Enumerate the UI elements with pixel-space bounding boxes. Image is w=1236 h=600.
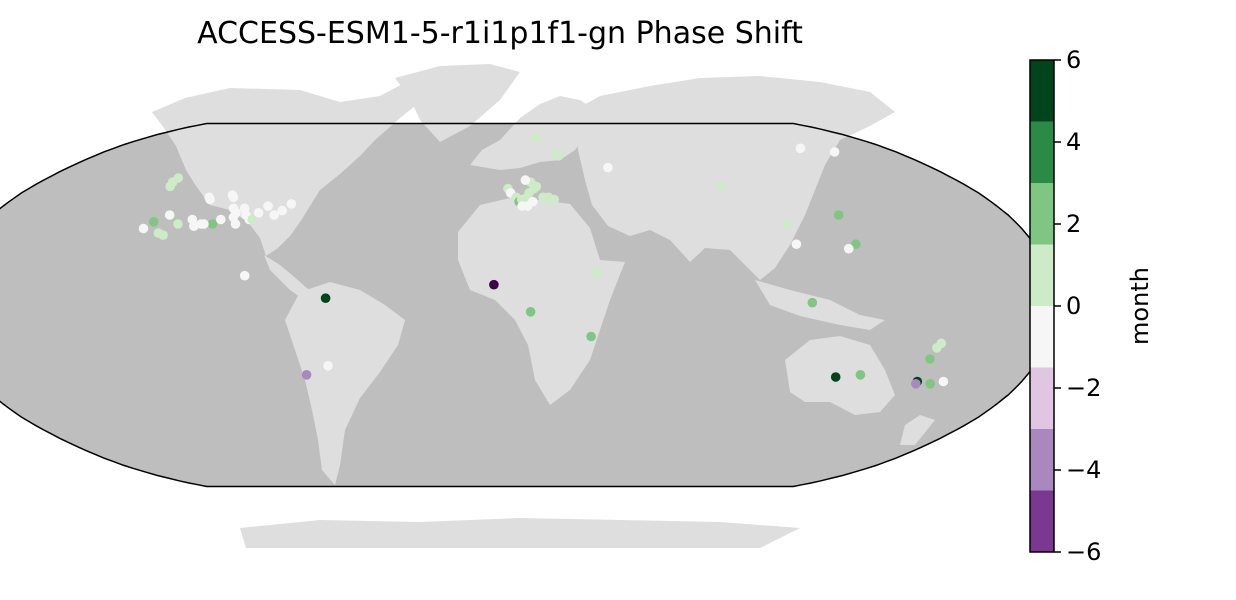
colorbar-bin <box>1030 306 1054 368</box>
site-marker <box>173 219 183 229</box>
site-marker <box>207 219 218 229</box>
site-marker <box>586 331 596 342</box>
site-marker <box>239 270 250 281</box>
site-marker <box>247 214 257 225</box>
land-greenland <box>395 64 520 142</box>
site-marker <box>489 279 499 290</box>
site-marker <box>320 293 331 304</box>
colorbar-bin <box>1030 244 1054 306</box>
colorbar-tick-label: 6 <box>1066 46 1081 74</box>
site-marker <box>833 210 844 220</box>
map-title: ACCESS-ESM1-5-r1i1p1f1-gn Phase Shift <box>197 16 803 51</box>
site-marker <box>228 192 239 203</box>
colorbar-bin <box>1030 367 1054 429</box>
site-marker <box>520 175 531 185</box>
site-marker <box>925 354 935 364</box>
site-marker <box>525 307 536 317</box>
site-marker <box>323 361 333 371</box>
site-marker <box>189 221 199 231</box>
site-marker <box>165 181 175 192</box>
site-markers <box>138 133 949 389</box>
colorbar-tick-label: 0 <box>1066 292 1081 320</box>
site-marker <box>530 133 541 143</box>
colorbar-tick-label: −2 <box>1066 374 1101 402</box>
site-marker <box>932 343 942 353</box>
colorbar-bin <box>1030 183 1054 245</box>
site-marker <box>716 181 726 192</box>
site-marker <box>301 370 312 380</box>
site-marker <box>205 194 215 205</box>
site-marker <box>592 268 602 279</box>
site-marker <box>199 219 209 229</box>
colorbar-bins <box>1030 60 1054 552</box>
site-marker <box>603 162 613 173</box>
land-north-america <box>152 78 430 256</box>
land-antarctica <box>240 518 800 548</box>
land-layer <box>152 64 935 548</box>
site-marker <box>549 194 559 205</box>
site-marker <box>829 147 840 157</box>
site-marker <box>830 372 841 382</box>
site-marker <box>925 379 935 389</box>
site-marker <box>286 199 297 209</box>
land-new-zealand <box>900 415 935 445</box>
site-marker <box>517 201 527 211</box>
site-marker <box>216 214 226 225</box>
site-marker <box>807 297 818 308</box>
site-marker <box>253 208 264 218</box>
site-marker <box>850 239 861 249</box>
site-marker <box>230 219 241 229</box>
site-marker <box>938 376 949 387</box>
site-marker <box>911 379 921 389</box>
site-marker <box>263 201 273 211</box>
land-europe <box>470 96 595 170</box>
site-marker <box>158 230 168 240</box>
colorbar-bin <box>1030 429 1054 491</box>
site-marker <box>138 223 149 234</box>
site-marker <box>782 219 793 229</box>
colorbar-tick-label: 2 <box>1066 210 1081 238</box>
site-marker <box>843 243 854 254</box>
colorbar-tick-label: 4 <box>1066 128 1081 156</box>
site-marker <box>269 210 280 220</box>
site-marker <box>277 205 288 216</box>
land-africa <box>458 198 625 405</box>
colorbar-tick-label: −4 <box>1066 456 1101 484</box>
land-south-america <box>285 282 405 485</box>
colorbar-ticks: 6 4 2 0 −2 −4 −6 <box>1054 46 1101 566</box>
land-asia <box>575 76 895 280</box>
site-marker <box>553 151 564 161</box>
land-southeast-asia <box>755 280 885 330</box>
site-marker <box>795 143 806 154</box>
colorbar-bin <box>1030 60 1054 122</box>
colorbar-tick-label: −6 <box>1066 538 1101 566</box>
site-marker <box>791 239 802 249</box>
colorbar-bin <box>1030 490 1054 552</box>
site-marker <box>164 210 175 220</box>
site-marker <box>148 217 159 227</box>
site-marker <box>855 370 866 380</box>
colorbar-label: month <box>1126 267 1154 345</box>
colorbar-bin <box>1030 121 1054 183</box>
